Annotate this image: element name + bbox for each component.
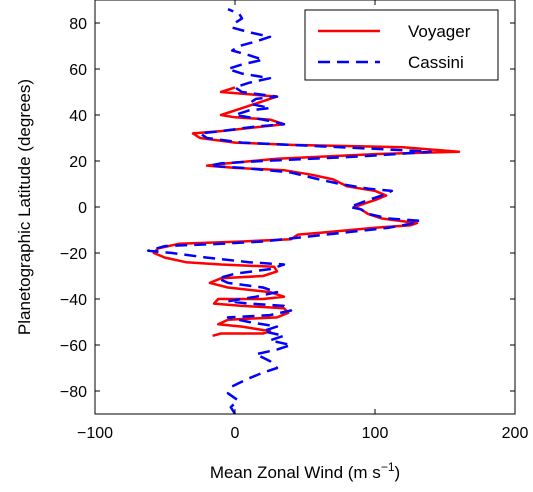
legend: Voyager Cassini	[304, 9, 499, 81]
x-tick-label: 0	[231, 425, 240, 442]
legend-label-voyager: Voyager	[408, 22, 471, 41]
y-tick-label: −60	[60, 338, 87, 355]
y-tick-label: 80	[69, 16, 87, 33]
x-tick-label: −100	[77, 425, 113, 442]
y-tick-label: 60	[69, 62, 87, 79]
x-axis-label-superscript: −1	[381, 460, 395, 474]
y-axis-label: Planetographic Latitude (degrees)	[15, 79, 34, 335]
y-tick-label: −20	[60, 246, 87, 263]
y-tick-label: −40	[60, 292, 87, 309]
series-line-cassini	[146, 8, 433, 415]
y-tick-label: 0	[78, 200, 87, 217]
x-axis-label: Mean Zonal Wind (m s−1)	[210, 460, 400, 482]
ticks-layer: −100 0 100 200 −80 −60 −40 −20 0 20 40 60 80	[60, 0, 529, 442]
series-layer	[146, 8, 461, 415]
x-tick-label: 200	[502, 425, 529, 442]
x-axis-label-close: )	[395, 463, 401, 482]
y-tick-label: −80	[60, 384, 87, 401]
x-axis-label-main: Mean Zonal Wind (m s	[210, 463, 381, 482]
y-tick-label: 40	[69, 108, 87, 125]
legend-label-cassini: Cassini	[408, 53, 464, 72]
legend-box	[304, 9, 499, 81]
y-tick-label: 20	[69, 154, 87, 171]
series-line-voyager	[152, 86, 461, 338]
x-tick-label: 100	[362, 425, 389, 442]
